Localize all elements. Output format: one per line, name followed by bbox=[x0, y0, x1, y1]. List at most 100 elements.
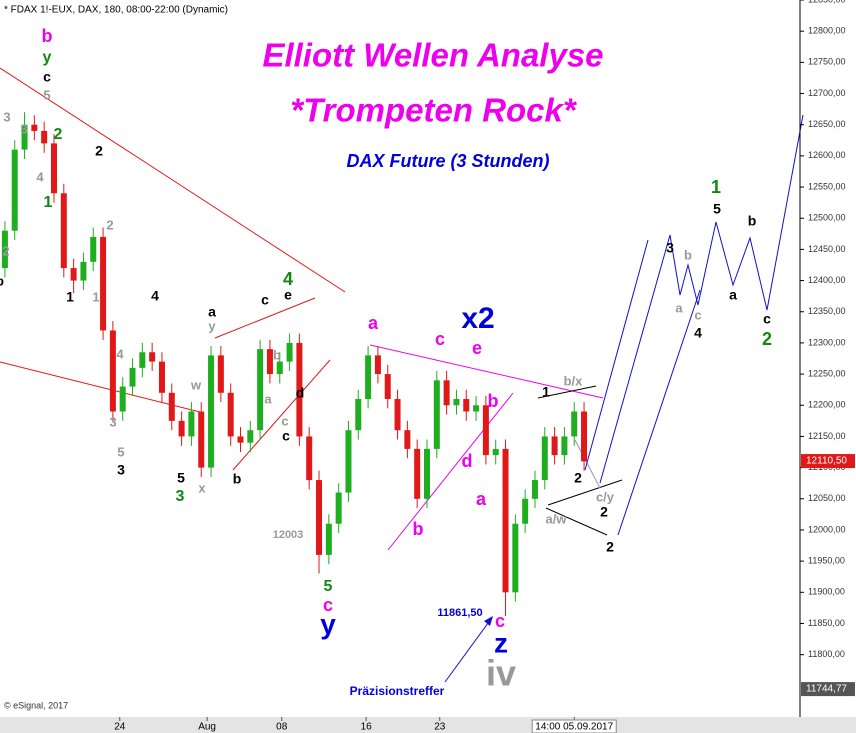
candle-body bbox=[208, 355, 215, 468]
y-tick-label: 12250,00 bbox=[808, 368, 846, 378]
wave-label: c bbox=[323, 595, 333, 615]
wave-label: c/y bbox=[596, 489, 615, 504]
candle-body bbox=[325, 523, 332, 555]
x-axis-bar bbox=[0, 717, 856, 733]
trend-line bbox=[0, 361, 201, 413]
wave-label: 3 bbox=[109, 414, 116, 429]
y-tick-label: 12200,00 bbox=[808, 400, 846, 410]
y-tick-label: 11900,00 bbox=[808, 587, 845, 597]
candle-body bbox=[31, 124, 38, 131]
wave-label: e bbox=[472, 338, 482, 358]
x-tick-label: Aug bbox=[198, 722, 216, 733]
candle-body bbox=[50, 143, 57, 194]
wave-label: b bbox=[413, 519, 424, 539]
x-tick-label: 23 bbox=[434, 722, 446, 733]
candle-body bbox=[512, 523, 519, 593]
candle-body bbox=[581, 411, 588, 462]
wave-label: 1 bbox=[44, 194, 53, 211]
trend-line bbox=[214, 297, 316, 339]
candle-body bbox=[266, 349, 273, 375]
wave-projection bbox=[617, 289, 701, 536]
candle-body bbox=[80, 261, 87, 281]
wave-label: b bbox=[488, 391, 499, 411]
wave-label: x bbox=[198, 480, 206, 495]
wave-label: 12003 bbox=[273, 529, 304, 541]
wave-label: c bbox=[282, 428, 290, 444]
candle-body bbox=[217, 355, 224, 393]
trend-line bbox=[574, 439, 601, 489]
candle-body bbox=[414, 448, 421, 499]
copyright: © eSignal, 2017 bbox=[4, 700, 68, 710]
arrow bbox=[444, 618, 492, 683]
candle-body bbox=[492, 448, 499, 456]
candle-body bbox=[335, 492, 342, 524]
candle-body bbox=[541, 436, 548, 481]
candle-body bbox=[129, 367, 136, 387]
wave-label: a bbox=[476, 489, 487, 509]
candle-body bbox=[561, 436, 568, 456]
y-tick-label: 12500,00 bbox=[808, 213, 846, 223]
candle-body bbox=[168, 392, 175, 421]
wave-label: 5 bbox=[177, 470, 185, 486]
y-tick-label: 11800,00 bbox=[808, 649, 845, 659]
y-tick-label: 11850,00 bbox=[808, 618, 845, 628]
wave-label: 4 bbox=[116, 346, 124, 361]
trend-line bbox=[537, 385, 597, 399]
wave-label: a bbox=[208, 304, 216, 320]
wave-label: 2 bbox=[574, 470, 582, 486]
y-tick-label: 12700,00 bbox=[808, 88, 846, 98]
candle-body bbox=[404, 430, 411, 449]
candle-body bbox=[531, 480, 538, 499]
arrow-head bbox=[484, 616, 493, 626]
candle-body bbox=[198, 411, 205, 468]
wave-label: iv bbox=[486, 653, 516, 694]
wave-label: y bbox=[208, 318, 216, 333]
candle-body bbox=[109, 330, 116, 412]
wave-label: a bbox=[368, 313, 379, 333]
wave-label: 4 bbox=[36, 169, 44, 184]
wave-label: a bbox=[675, 300, 683, 315]
wave-label: a bbox=[729, 287, 737, 303]
candle-body bbox=[316, 480, 323, 555]
candle-body bbox=[158, 361, 165, 393]
wave-label: d bbox=[462, 451, 473, 471]
wave-label: Präzisionstreffer bbox=[350, 684, 445, 698]
y-tick-label: 12150,00 bbox=[808, 431, 846, 441]
candle-body bbox=[119, 386, 126, 412]
wave-label: 5 bbox=[324, 578, 333, 595]
y-tick-label: 12000,00 bbox=[808, 524, 846, 534]
candle-body bbox=[502, 448, 509, 593]
candle-body bbox=[149, 352, 156, 362]
trend-line bbox=[232, 359, 331, 471]
candle-body bbox=[355, 399, 362, 431]
candle-body bbox=[11, 149, 18, 231]
x-tick-box bbox=[531, 719, 617, 733]
wave-label: 4 bbox=[283, 269, 293, 289]
wave-label: b bbox=[42, 26, 53, 46]
trend-line bbox=[387, 392, 514, 551]
x-tick-label: 16 bbox=[361, 722, 373, 733]
y-tick-label: 12600,00 bbox=[808, 150, 846, 160]
wave-label: y bbox=[320, 608, 336, 639]
wave-label: 5 bbox=[117, 444, 124, 459]
price-label-box bbox=[801, 454, 855, 469]
candle-body bbox=[237, 436, 244, 443]
wave-label: a bbox=[264, 391, 272, 406]
wave-label: 1 bbox=[542, 384, 550, 400]
candle-body bbox=[257, 349, 264, 431]
wave-label: 11861,50 bbox=[437, 607, 482, 619]
y-tick-label: 12300,00 bbox=[808, 337, 846, 347]
wave-label: c bbox=[694, 307, 701, 322]
candle-body bbox=[473, 405, 480, 412]
candle-body bbox=[443, 380, 450, 406]
x-tick-label: 14:00 05.09.2017 bbox=[535, 722, 613, 733]
candle-body bbox=[296, 342, 303, 437]
candle-body bbox=[178, 420, 185, 437]
wave-label: c bbox=[435, 329, 445, 349]
price-label: 11744,77 bbox=[806, 684, 847, 695]
wave-label: e bbox=[284, 287, 292, 303]
wave-label: c bbox=[261, 292, 269, 308]
wave-label: 2 bbox=[762, 329, 772, 349]
wave-label: 1 bbox=[92, 289, 99, 304]
wave-lines bbox=[0, 67, 804, 683]
